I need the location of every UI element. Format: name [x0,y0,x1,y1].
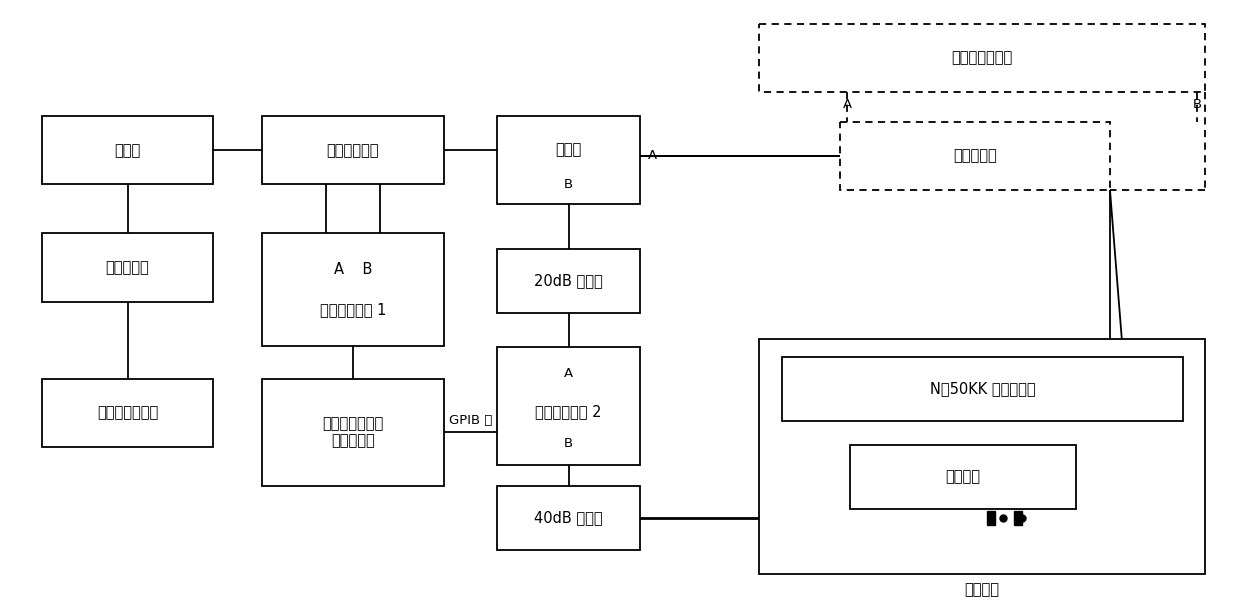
Bar [263,378,444,486]
Bar [1014,511,1022,525]
Text: 功分器: 功分器 [555,142,581,157]
Text: 双定向耦合器: 双定向耦合器 [327,143,379,157]
Bar [498,116,639,204]
Bar [498,249,639,313]
Bar [42,116,213,184]
Text: 同轴调配器: 同轴调配器 [953,149,997,163]
Bar [42,378,213,447]
Text: 隔离器: 隔离器 [114,143,141,157]
Text: N－50KK 同轴转接器: N－50KK 同轴转接器 [929,381,1036,396]
Text: 电火工品: 电火工品 [945,470,980,484]
Text: 20dB 衰减器: 20dB 衰减器 [534,273,603,289]
Text: B: B [564,178,574,191]
Text: B: B [564,437,574,450]
Bar [987,511,995,525]
Text: 双通道功率计 1: 双通道功率计 1 [320,303,387,318]
Bar [498,486,639,550]
Text: 防爆装置: 防爆装置 [965,582,1000,597]
Text: 双通道功率计 2: 双通道功率计 2 [535,404,602,419]
Bar [498,347,639,465]
Bar [263,234,444,346]
Text: 射频信号发生器: 射频信号发生器 [97,405,159,420]
Text: A: A [843,98,852,110]
Text: A: A [564,367,574,379]
Bar [782,357,1183,421]
Bar [42,234,213,302]
Bar [850,445,1075,509]
Text: 功率放大器: 功率放大器 [105,260,150,275]
Text: 计算机数据采集
与分析系统: 计算机数据采集 与分析系统 [322,416,384,448]
Bar [263,116,444,184]
Text: B: B [1193,98,1202,110]
Bar [760,339,1206,575]
Text: GPIB 线: GPIB 线 [449,414,492,427]
Text: 40dB 衰减器: 40dB 衰减器 [534,511,603,526]
Bar [840,122,1110,190]
Bar [760,24,1206,92]
Text: A: A [648,149,657,162]
Text: 矢量网络分析仪: 矢量网络分析仪 [952,51,1012,65]
Text: A    B: A B [333,262,372,277]
